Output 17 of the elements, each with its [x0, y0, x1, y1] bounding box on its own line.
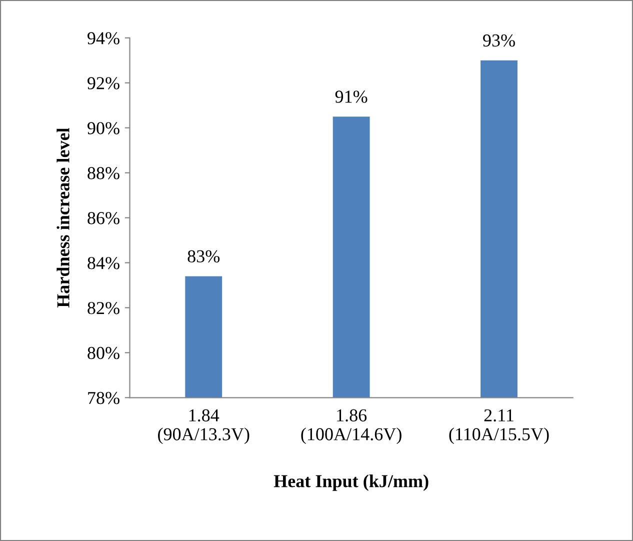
- y-tick-label: 88%: [88, 167, 120, 180]
- y-axis-title: Hardness increase level: [56, 128, 70, 308]
- y-tick-label: 82%: [88, 302, 120, 314]
- x-tick-label: 2.11 (110A/15.5V): [449, 409, 549, 444]
- x-tick-label: 1.84 (90A/13.3V): [158, 409, 250, 444]
- y-tick-label: 84%: [88, 256, 120, 270]
- x-tick-label: 1.86 (100A/14.6V): [301, 409, 402, 444]
- y-tick-label: 80%: [88, 346, 120, 360]
- x-axis-title: Heat Input (kJ/mm): [274, 474, 428, 491]
- data-label: 93%: [483, 34, 515, 47]
- data-label: 91%: [335, 90, 368, 103]
- data-label: 83%: [188, 250, 220, 262]
- y-tick-label: 78%: [88, 392, 120, 404]
- y-tick-label: 86%: [88, 212, 120, 224]
- y-tick-label: 92%: [88, 77, 120, 90]
- y-tick-label: 90%: [88, 122, 120, 134]
- y-tick-label: 94%: [88, 32, 120, 44]
